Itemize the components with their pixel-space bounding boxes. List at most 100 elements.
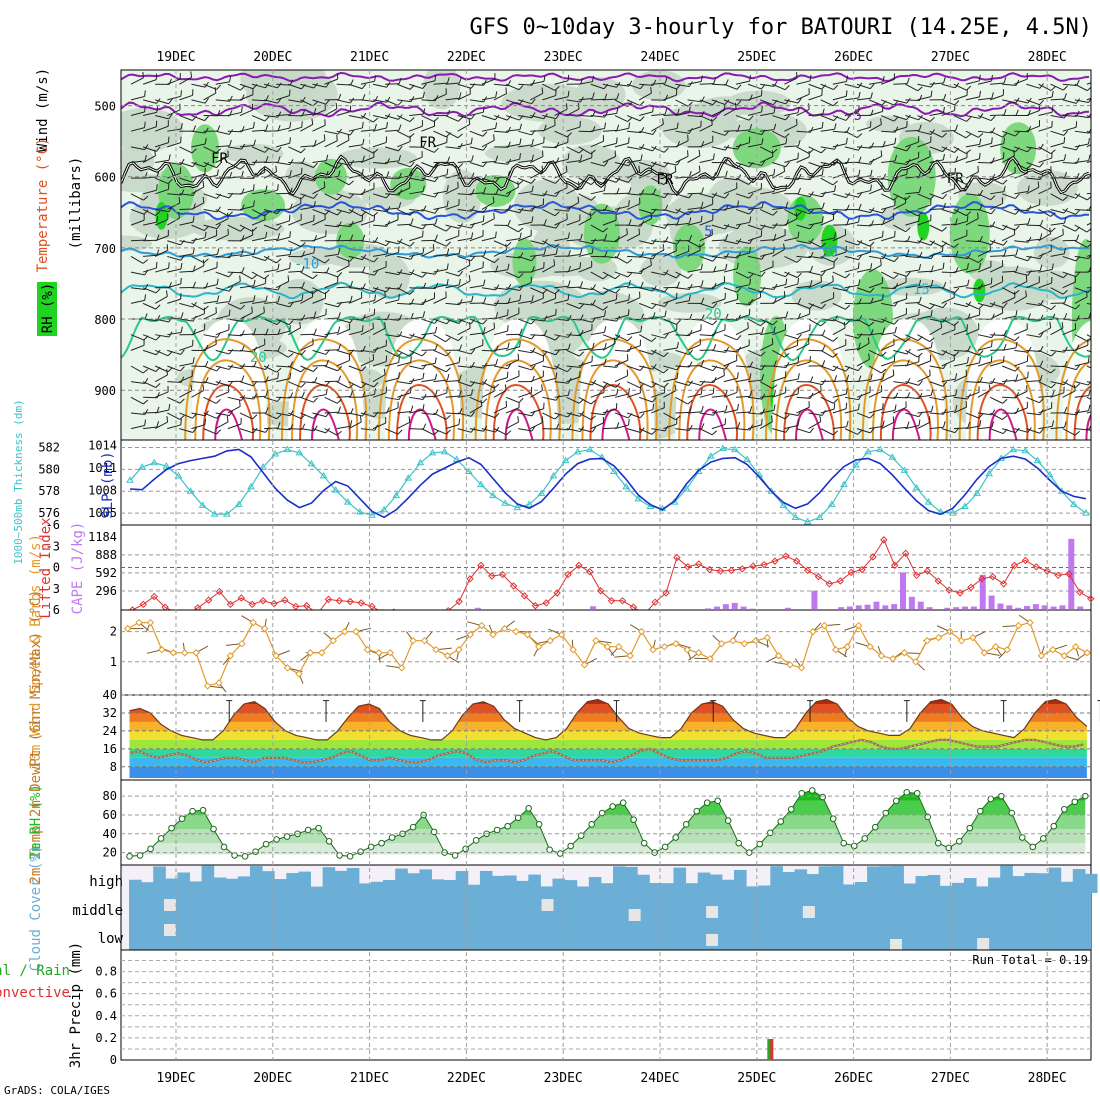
- wind-barb: [130, 154, 147, 163]
- barb-shaft: [191, 412, 206, 417]
- barb-flag: [168, 154, 171, 161]
- barb-shaft: [263, 189, 278, 195]
- barb-flag: [192, 161, 197, 167]
- barb-flag: [143, 209, 149, 215]
- barb-shaft: [239, 365, 254, 368]
- barb-shaft: [227, 318, 242, 322]
- barb-flag: [372, 322, 374, 329]
- barb-flag: [216, 84, 222, 90]
- wind-barb: [203, 146, 221, 154]
- barb-shaft: [154, 374, 168, 383]
- barb-shaft: [143, 239, 158, 242]
- barb-shaft: [167, 202, 180, 210]
- barb-shaft: [142, 267, 157, 273]
- barb-shaft: [215, 315, 230, 320]
- barb-shaft: [227, 423, 242, 430]
- barb-flag: [761, 105, 763, 112]
- barb-flag: [384, 322, 386, 329]
- barb-shaft: [699, 83, 714, 85]
- barb-flag: [894, 199, 896, 206]
- barb-flag: [277, 296, 281, 303]
- warm-contour: [668, 338, 755, 440]
- wind-barb: [167, 293, 182, 304]
- barb-shaft: [191, 302, 205, 311]
- barb-flag: [142, 259, 149, 264]
- wind-barb: [167, 103, 181, 116]
- barb-flag: [214, 87, 217, 94]
- barb-flag: [228, 129, 234, 135]
- barb-flag: [180, 90, 183, 97]
- barb-shaft: [154, 218, 169, 226]
- barb-shaft: [227, 349, 242, 352]
- barb-shaft: [142, 349, 157, 356]
- wind-barb: [227, 224, 246, 232]
- barb-flag: [809, 356, 811, 363]
- barb-flag: [204, 418, 206, 425]
- rh-mid-blob: [1026, 270, 1081, 300]
- barb-shaft: [167, 172, 181, 179]
- rh-mid-blob: [640, 255, 682, 287]
- barb-shaft: [203, 146, 217, 154]
- date-label-bottom: 20DEC: [253, 1071, 292, 1086]
- wind-barb: [263, 146, 282, 153]
- wind-barb: [239, 224, 258, 232]
- barb-shaft: [142, 365, 157, 372]
- barb-shaft: [179, 428, 193, 433]
- wind-barb: [167, 376, 185, 383]
- barb-flag: [252, 427, 258, 434]
- wind-barb: [239, 271, 258, 280]
- barb-flag: [166, 244, 169, 251]
- barb-flag: [227, 211, 233, 217]
- wind-barb: [142, 184, 158, 195]
- wind-barb: [191, 410, 209, 417]
- barb-shaft: [203, 381, 218, 386]
- barb-shaft: [142, 126, 157, 132]
- barb-shaft: [288, 428, 303, 430]
- barb-shaft: [215, 99, 230, 102]
- date-label-bottom: 22DEC: [447, 1071, 486, 1086]
- barb-flag: [204, 81, 209, 88]
- barb-flag: [493, 212, 495, 219]
- wind-barb: [263, 165, 278, 179]
- wind-barb: [227, 162, 245, 170]
- barb-flag: [144, 408, 149, 415]
- wind-barb: [239, 361, 257, 368]
- barb-flag: [253, 361, 257, 368]
- barb-shaft: [251, 395, 266, 398]
- barb-shaft: [251, 146, 266, 153]
- barb-shaft: [191, 115, 205, 122]
- barb-flag: [216, 278, 219, 285]
- rh-vivid-blob: [794, 196, 807, 221]
- barb-flag: [156, 349, 161, 356]
- rh-dark-blob: [733, 246, 762, 307]
- barb-flag: [180, 326, 183, 333]
- wind-barb: [203, 223, 222, 230]
- barb-shaft: [167, 142, 181, 148]
- barb-shaft: [155, 115, 169, 120]
- barb-flag: [687, 150, 689, 157]
- barb-shaft: [251, 99, 267, 102]
- barb-flag: [180, 255, 185, 261]
- barb-flag: [541, 87, 544, 94]
- barb-flag: [797, 278, 800, 285]
- barb-flag: [311, 290, 314, 297]
- barb-flag: [190, 71, 193, 78]
- barb-shaft: [687, 192, 702, 195]
- barb-flag: [144, 313, 148, 320]
- barb-shaft: [614, 192, 630, 195]
- barb-flag: [628, 137, 630, 144]
- wind-barb: [227, 106, 243, 117]
- barb-shaft: [167, 162, 182, 165]
- barb-shaft: [215, 218, 229, 226]
- barb-flag: [216, 248, 220, 255]
- barb-shaft: [264, 115, 279, 118]
- barb-shaft: [191, 99, 206, 104]
- warm-contour: [589, 384, 642, 440]
- barb-flag: [966, 215, 969, 222]
- barb-shaft: [203, 412, 217, 419]
- barb-flag: [277, 184, 279, 191]
- barb-flag: [252, 226, 258, 232]
- barb-shaft: [203, 267, 218, 273]
- barb-shaft: [251, 255, 266, 262]
- wind-barb: [203, 396, 221, 404]
